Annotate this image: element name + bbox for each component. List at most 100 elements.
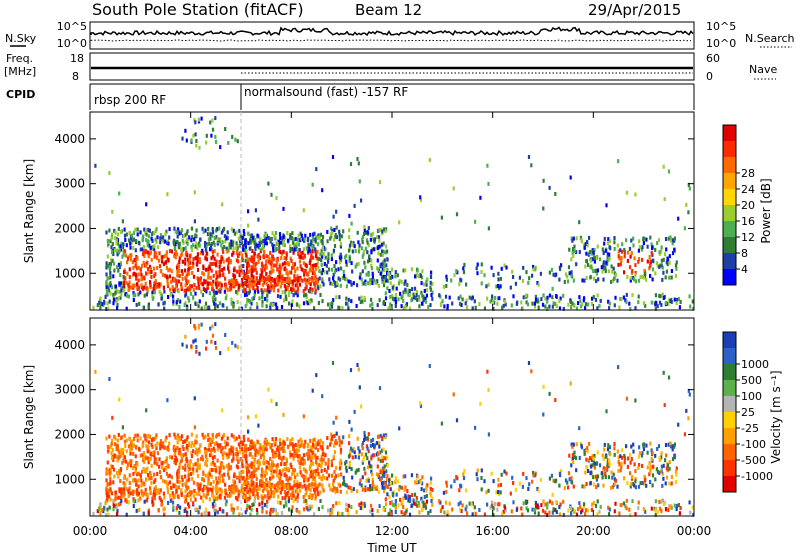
power-cell: [111, 210, 113, 214]
velocity-cell: [605, 455, 607, 459]
power-cell: [338, 277, 340, 281]
power-cell: [340, 242, 342, 246]
power-cell: [370, 298, 372, 302]
velocity-cell: [194, 396, 196, 400]
power-cell: [282, 290, 284, 294]
velocity-cell: [613, 442, 615, 446]
velocity-cell: [613, 446, 615, 450]
power-cell: [184, 294, 186, 298]
velocity-cell: [216, 481, 218, 485]
velocity-cell: [401, 510, 403, 514]
power-cell: [395, 293, 397, 297]
power-cell: [191, 227, 193, 231]
power-cell: [528, 276, 530, 280]
power-cell: [169, 249, 171, 253]
power-cell: [285, 297, 287, 301]
velocity-cell: [374, 443, 376, 447]
velocity-cell: [338, 501, 340, 505]
velocity-cell: [197, 474, 199, 478]
velocity-cell: [378, 441, 380, 445]
power-cell: [292, 280, 294, 284]
power-cell: [399, 292, 401, 296]
velocity-cell: [227, 436, 229, 440]
velocity-cell: [556, 510, 558, 514]
power-cell: [143, 286, 145, 290]
power-cell: [538, 283, 540, 287]
velocity-cell: [136, 509, 138, 513]
power-cell: [207, 282, 209, 286]
power-cell: [132, 284, 134, 288]
velocity-cell: [663, 371, 665, 375]
power-cell: [94, 164, 96, 168]
velocity-cell: [667, 464, 669, 468]
power-cell: [392, 286, 394, 290]
velocity-cell: [632, 450, 634, 454]
power-cell: [549, 294, 551, 298]
velocity-cell: [322, 452, 324, 456]
velocity-cell: [416, 499, 418, 503]
velocity-cell: [319, 482, 321, 486]
power-cell: [237, 300, 239, 304]
power-cell: [522, 279, 524, 283]
power-cell: [605, 269, 607, 273]
velocity-cell: [356, 510, 358, 514]
power-cell: [213, 302, 215, 306]
power-cell: [129, 246, 131, 250]
velocity-cell: [297, 444, 299, 448]
velocity-cell: [145, 444, 147, 448]
power-cell: [603, 242, 605, 246]
velocity-cell: [611, 471, 613, 475]
power-cell: [656, 261, 658, 265]
power-cell: [219, 145, 221, 149]
power-cell: [302, 256, 304, 260]
velocity-cell: [263, 471, 265, 475]
power-cell: [381, 277, 383, 281]
power-cell: [558, 299, 560, 303]
power-cell: [261, 291, 263, 295]
velocity-cell: [345, 466, 347, 470]
velocity-cell: [113, 504, 115, 508]
velocity-cell: [324, 468, 326, 472]
power-cell: [465, 301, 467, 305]
power-cell: [140, 248, 142, 252]
power-cell: [414, 274, 416, 278]
velocity-cell: [591, 508, 593, 512]
power-cell: [283, 277, 285, 281]
velocity-cell: [618, 460, 620, 464]
velocity-cell: [172, 491, 174, 495]
velocity-cell: [620, 468, 622, 472]
velocity-cell: [113, 468, 115, 472]
velocity-cell: [368, 461, 370, 465]
velocity-cell: [189, 460, 191, 464]
power-cell: [286, 231, 288, 235]
velocity-cell: [139, 436, 141, 440]
velocity-cell: [124, 455, 126, 459]
velocity-cell: [236, 476, 238, 480]
velocity-cell: [150, 476, 152, 480]
velocity-cell: [575, 468, 577, 472]
power-cell: [476, 266, 478, 270]
velocity-cell: [120, 436, 122, 440]
power-cell: [297, 248, 299, 252]
velocity-cell: [192, 501, 194, 505]
nsearch-label: N.Search: [745, 32, 795, 45]
velocity-cell: [522, 485, 524, 489]
velocity-cell: [675, 480, 677, 484]
power-cell: [668, 276, 670, 280]
velocity-cell: [179, 437, 181, 441]
velocity-cell: [668, 482, 670, 486]
power-cell: [190, 292, 192, 296]
velocity-cell: [292, 468, 294, 472]
velocity-cell: [243, 435, 245, 439]
velocity-cell: [212, 456, 214, 460]
power-cell: [383, 242, 385, 246]
power-cell: [314, 277, 316, 281]
velocity-cell: [181, 459, 183, 463]
velocity-cell: [151, 497, 153, 501]
power-cell: [202, 282, 204, 286]
velocity-cell: [225, 489, 227, 493]
velocity-cell: [124, 440, 126, 444]
power-cell: [605, 203, 607, 207]
power-cell: [404, 268, 406, 272]
velocity-cell: [210, 482, 212, 486]
